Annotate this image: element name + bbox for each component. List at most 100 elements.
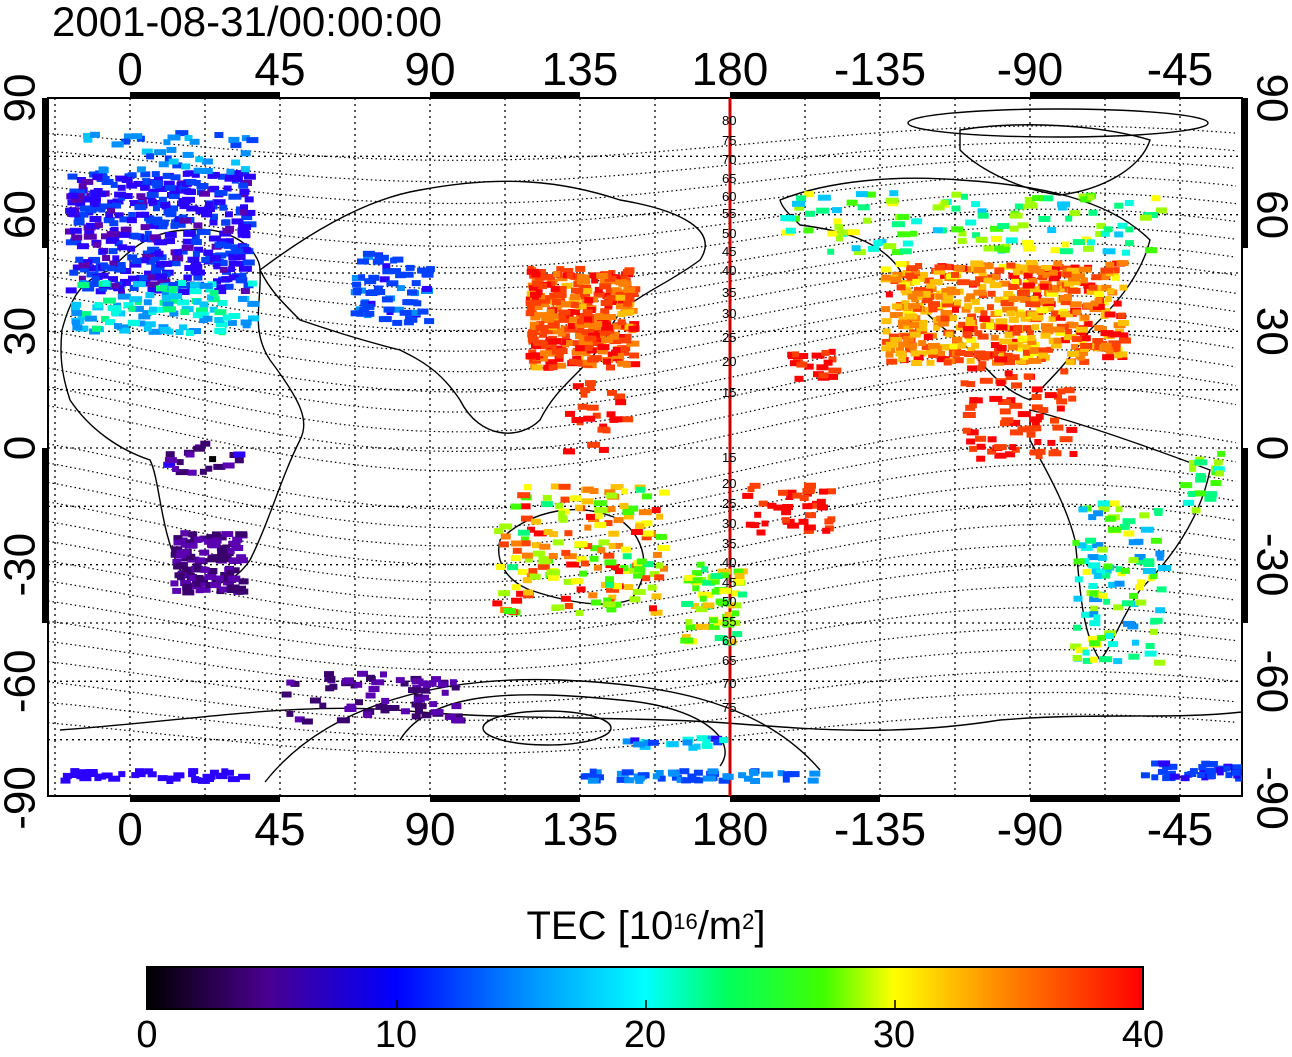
- tec-cell: [966, 381, 976, 388]
- tec-cell: [173, 539, 186, 546]
- tec-cell: [958, 230, 967, 237]
- tec-cell: [1038, 407, 1049, 414]
- tec-cell: [415, 707, 423, 714]
- tec-cell: [701, 742, 713, 749]
- tec-cell: [110, 309, 119, 316]
- tec-cell: [1050, 310, 1058, 317]
- tec-cell: [593, 513, 603, 520]
- tec-cell: [1096, 569, 1106, 576]
- tec-cell: [374, 252, 383, 259]
- tec-cell: [1036, 448, 1046, 455]
- tec-cell: [976, 455, 986, 462]
- mlat-label: 15: [722, 450, 736, 465]
- tec-cell: [1039, 283, 1049, 290]
- tec-cell: [538, 283, 547, 290]
- tec-cell: [533, 304, 543, 310]
- tec-cell: [1102, 248, 1116, 255]
- tec-cell: [897, 231, 911, 238]
- tec-cell: [594, 320, 603, 327]
- tec-cell: [792, 351, 800, 358]
- tec-cell: [632, 588, 646, 595]
- tec-cell: [965, 317, 974, 323]
- tec-cell: [101, 233, 110, 240]
- tec-cell: [378, 316, 392, 323]
- mlat-contour: [48, 585, 1237, 654]
- tec-cell: [1098, 273, 1111, 280]
- tec-cell: [651, 593, 662, 600]
- tec-cell: [161, 294, 171, 301]
- tec-cell: [561, 549, 571, 556]
- tec-cell: [902, 240, 913, 247]
- tec-cell: [129, 261, 142, 268]
- tec-cell: [451, 717, 465, 724]
- tec-cell: [1184, 771, 1193, 778]
- tec-cell: [421, 712, 432, 719]
- tec-cell: [584, 543, 593, 550]
- tec-cell: [228, 254, 241, 261]
- tec-cell: [951, 191, 962, 198]
- tec-cell: [927, 342, 940, 349]
- tec-cell: [969, 445, 978, 452]
- mlat-label: 65: [722, 653, 736, 668]
- tec-cell: [71, 772, 80, 778]
- tec-cell: [978, 361, 987, 368]
- tec-cell: [163, 306, 176, 313]
- tec-cell: [530, 291, 541, 298]
- tec-cell: [380, 254, 389, 261]
- tec-cell: [112, 198, 124, 205]
- mlat-contour: [48, 670, 1237, 721]
- tec-cell: [613, 517, 624, 524]
- tec-cell: [862, 217, 871, 224]
- tec-cell: [719, 572, 729, 579]
- tec-cell: [561, 282, 573, 289]
- tec-cell: [1086, 239, 1095, 246]
- tec-cell: [546, 313, 555, 319]
- tec-cell: [1028, 278, 1038, 285]
- mlat-contour: [48, 191, 1237, 247]
- tec-cell: [365, 290, 378, 296]
- tec-cell: [997, 223, 1010, 229]
- tec-cell: [1101, 572, 1111, 579]
- tec-cell: [450, 713, 463, 720]
- tec-cell: [1117, 312, 1126, 319]
- tec-cell: [1091, 274, 1102, 281]
- tec-cell: [1018, 294, 1028, 301]
- tec-cell: [525, 352, 535, 359]
- tec-cell: [119, 231, 131, 238]
- tec-cell: [151, 179, 164, 186]
- tec-cell: [526, 305, 535, 312]
- tec-cell: [545, 346, 557, 353]
- tec-cell: [99, 203, 113, 210]
- tec-cell: [141, 211, 150, 218]
- tec-cell: [1027, 335, 1036, 341]
- tec-cell: [1113, 604, 1124, 611]
- tec-cell: [566, 272, 574, 279]
- tec-cell: [798, 353, 809, 359]
- tec-cell: [420, 687, 430, 694]
- tec-cell: [582, 309, 593, 316]
- tec-cell: [1198, 764, 1207, 771]
- tec-cell: [643, 739, 651, 746]
- tec-cell: [168, 193, 180, 199]
- tec-cell: [1205, 767, 1217, 774]
- tec-cell: [1169, 773, 1180, 780]
- tec-cell: [608, 530, 620, 537]
- tec-cell: [500, 533, 511, 540]
- tec-cell: [941, 288, 950, 294]
- tec-cell: [213, 278, 221, 285]
- tec-cell: [192, 250, 200, 257]
- tec-cell: [602, 315, 612, 322]
- tec-cell: [1210, 480, 1222, 486]
- tec-cell: [827, 248, 835, 255]
- tec-cell: [999, 338, 1013, 345]
- tec-cell: [868, 245, 880, 252]
- tec-cell: [1030, 295, 1039, 302]
- tec-cell: [1155, 550, 1165, 557]
- tec-cell: [782, 776, 790, 783]
- tec-cell: [1215, 470, 1224, 477]
- tec-cell: [584, 344, 593, 351]
- tec-cell: [1031, 394, 1042, 400]
- tec-cell: [114, 266, 127, 273]
- tec-cell: [1157, 768, 1168, 775]
- tec-cell: [758, 500, 768, 507]
